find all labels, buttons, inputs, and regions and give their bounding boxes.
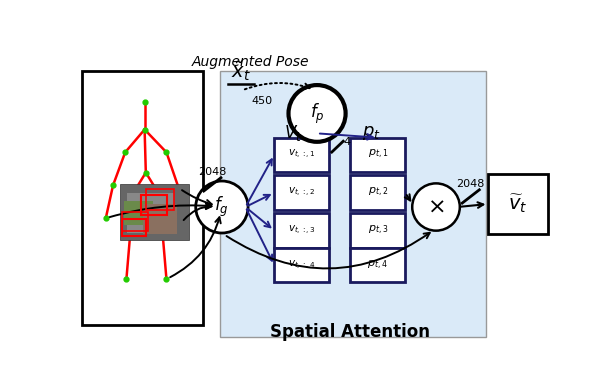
Bar	[126, 193, 174, 233]
Bar	[122, 219, 146, 236]
Bar	[351, 175, 405, 210]
Bar	[120, 184, 188, 240]
Text: $v_{t,:,3}$: $v_{t,:,3}$	[288, 224, 316, 237]
Text: $V_t$: $V_t$	[284, 123, 303, 143]
Text: 2048: 2048	[457, 179, 485, 189]
Text: $p_{t,2}$: $p_{t,2}$	[368, 186, 388, 199]
Bar	[274, 248, 329, 283]
Bar	[274, 175, 329, 210]
Text: $v_{t,:,4}$: $v_{t,:,4}$	[287, 259, 316, 272]
Bar	[351, 248, 405, 283]
Bar	[146, 189, 174, 210]
Bar	[274, 138, 329, 172]
Bar	[274, 213, 329, 248]
Text: $\tilde{x}_t$: $\tilde{x}_t$	[231, 60, 251, 83]
Bar	[351, 138, 405, 172]
Text: Spatial Attention: Spatial Attention	[270, 323, 430, 341]
Bar	[124, 201, 153, 225]
Text: 2048: 2048	[198, 167, 227, 177]
Bar	[82, 71, 203, 325]
Bar	[141, 195, 167, 214]
Bar	[144, 204, 177, 234]
Bar	[351, 213, 405, 248]
Text: Augmented Pose: Augmented Pose	[192, 54, 309, 69]
Text: 450: 450	[252, 96, 273, 106]
Text: $f_p$: $f_p$	[309, 102, 324, 125]
Text: $p_{t,3}$: $p_{t,3}$	[368, 224, 388, 237]
Ellipse shape	[196, 181, 248, 233]
Bar	[488, 174, 548, 234]
Text: $f_g$: $f_g$	[214, 195, 229, 219]
Ellipse shape	[412, 183, 460, 230]
Bar	[122, 212, 148, 231]
Text: $\times$: $\times$	[427, 197, 445, 217]
Text: $p_{t,4}$: $p_{t,4}$	[367, 259, 388, 272]
Text: $\widetilde{v}_t$: $\widetilde{v}_t$	[508, 193, 528, 215]
Text: $p_t$: $p_t$	[362, 124, 381, 142]
Text: $v_{t,:,2}$: $v_{t,:,2}$	[288, 186, 316, 199]
Text: 4: 4	[343, 137, 351, 147]
Ellipse shape	[289, 85, 346, 142]
Text: $v_{t,:,1}$: $v_{t,:,1}$	[288, 149, 316, 162]
Text: $p_{t,1}$: $p_{t,1}$	[368, 149, 388, 162]
Bar	[220, 71, 486, 337]
